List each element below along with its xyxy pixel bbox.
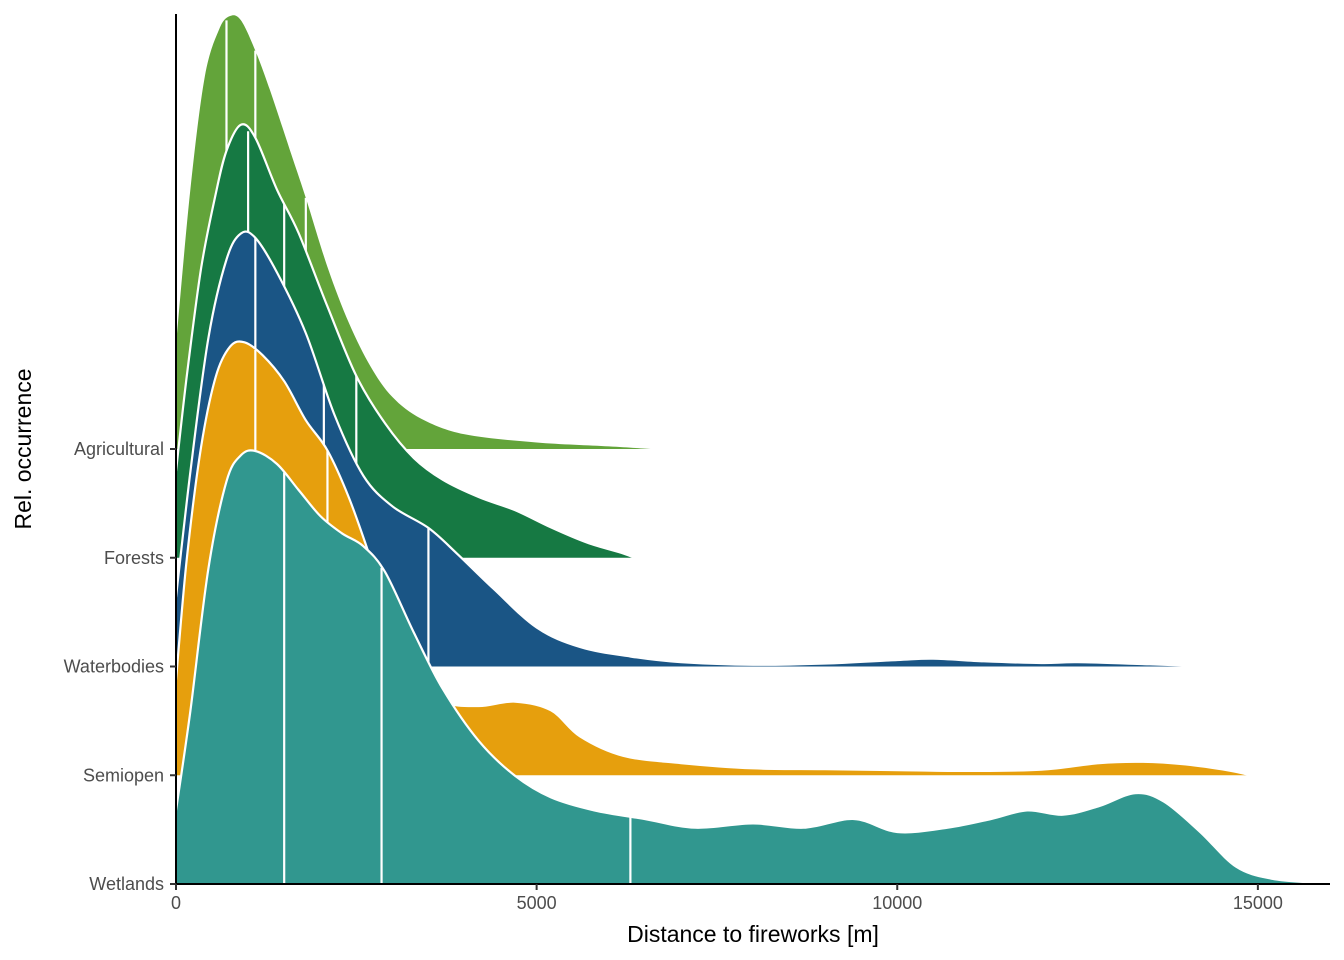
ridge-group [174, 15, 1331, 886]
ridge-outline-waterbodies [174, 230, 1215, 668]
y-tick-label-waterbodies: Waterbodies [64, 657, 164, 677]
ridge-outline-wetlands [174, 449, 1331, 886]
y-tick-label-agricultural: Agricultural [74, 439, 164, 459]
y-tick-label-forests: Forests [104, 548, 164, 568]
y-tick-label-semiopen: Semiopen [83, 765, 164, 785]
ridge-area-wetlands [176, 450, 1330, 884]
x-tick-label-0: 0 [171, 893, 181, 913]
x-ticks-group: 0 5000 10000 15000 [171, 884, 1283, 913]
x-tick-label-5000: 5000 [517, 893, 557, 913]
ridge-wetlands [174, 449, 1331, 886]
y-tick-label-wetlands: Wetlands [89, 874, 164, 894]
y-ticks-group: Agricultural Forests Waterbodies Semiopen We… [64, 439, 176, 894]
x-tick-label-10000: 10000 [872, 893, 922, 913]
ridge-outline-semiopen [174, 340, 1251, 777]
ridge-area-waterbodies [176, 231, 1215, 667]
ridge-outline-forests [174, 123, 635, 559]
y-axis-title: Rel. occurrence [10, 368, 36, 529]
x-tick-label-15000: 15000 [1233, 893, 1283, 913]
x-axis-title: Distance to fireworks [m] [627, 921, 879, 947]
